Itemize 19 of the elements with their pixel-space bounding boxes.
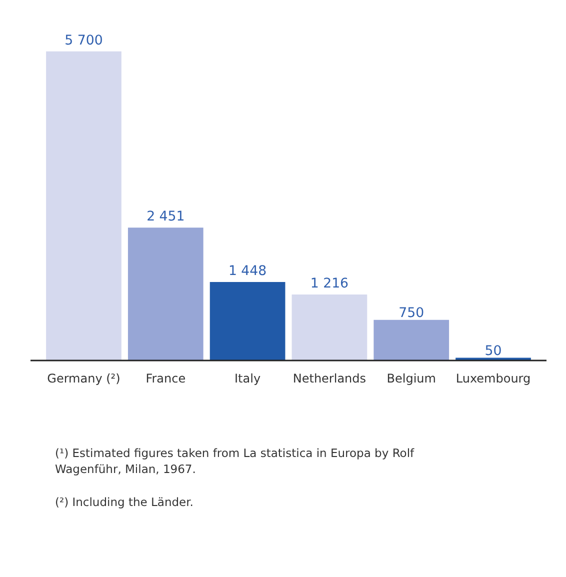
bar	[46, 51, 122, 360]
x-tick-label: Germany (²)	[47, 372, 120, 386]
x-tick-label: Belgium	[386, 372, 436, 386]
bar	[374, 320, 450, 360]
x-tick-label: Luxembourg	[456, 372, 531, 386]
x-tick-label: Netherlands	[292, 372, 366, 386]
x-tick-label: France	[146, 372, 186, 386]
bar	[292, 294, 368, 360]
text: (²) Including the Länder.	[55, 494, 194, 510]
x-tick-label: Italy	[234, 372, 261, 386]
data-label: 1 448	[228, 264, 267, 279]
data-label: 50	[484, 344, 502, 359]
bar	[128, 228, 204, 360]
bar	[210, 282, 286, 360]
data-label: 5 700	[64, 33, 103, 48]
data-label: 2 451	[146, 210, 185, 225]
text: (¹) Estimated figures taken from La statistica in Europa by Rolf Wagenführ, Milan, 1967.	[55, 445, 416, 478]
data-label: 1 216	[310, 276, 349, 292]
data-label: 750	[398, 306, 424, 321]
